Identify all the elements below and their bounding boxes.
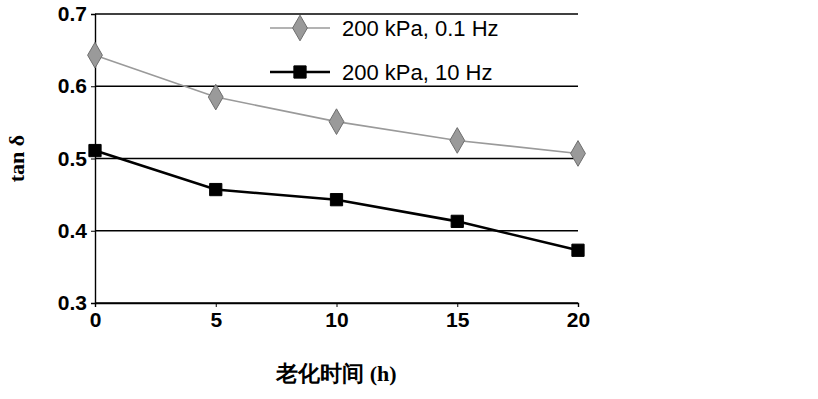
marks <box>88 42 586 256</box>
x-tick: 5 <box>210 303 222 331</box>
series-marker <box>330 194 342 206</box>
x-axis-line <box>96 304 579 308</box>
y-tick-label: 0.5 <box>58 147 88 170</box>
series-marker <box>329 109 344 135</box>
legend: 200 kPa, 0.1 Hz 200 kPa, 10 Hz <box>270 15 499 85</box>
y-tick-mark <box>91 231 95 232</box>
x-tick-mark <box>457 303 458 307</box>
series-marker <box>571 141 586 167</box>
x-tick-label: 0 <box>90 308 102 331</box>
x-tick-label: 15 <box>446 308 470 331</box>
x-tick-label: 10 <box>325 308 348 331</box>
y-tick-mark <box>91 86 95 87</box>
y-axis: 0.3 0.4 0.5 0.6 0.7 <box>58 2 96 314</box>
y-tick-mark <box>91 14 95 15</box>
x-axis-title: 老化时间 (h) <box>275 361 396 386</box>
x-tick-mark <box>216 303 217 307</box>
x-tick: 15 <box>446 303 470 331</box>
grid <box>95 14 578 303</box>
series-marker <box>572 244 584 256</box>
legend-item: 200 kPa, 0.1 Hz <box>270 15 499 41</box>
x-tick-label: 5 <box>210 308 222 331</box>
series-marker <box>89 144 101 156</box>
y-tick: 0.4 <box>58 219 95 242</box>
grid-line <box>95 13 578 14</box>
series-marker <box>88 42 103 68</box>
y-tick-label: 0.6 <box>58 74 87 97</box>
series-marker <box>451 215 463 227</box>
series-marker <box>450 128 465 154</box>
plot: 0.3 0.4 0.5 0.6 0.7 0 5 10 15 20 <box>58 2 590 331</box>
y-tick-label: 0.4 <box>58 219 88 242</box>
legend-marker <box>293 15 308 41</box>
y-tick-label: 0.7 <box>58 2 87 25</box>
legend-label: 200 kPa, 0.1 Hz <box>342 16 499 41</box>
x-tick: 20 <box>567 303 590 331</box>
x-tick-label: 20 <box>567 308 590 331</box>
y-tick-mark <box>91 303 95 304</box>
x-tick: 0 <box>90 303 102 331</box>
x-tick-mark <box>95 303 96 307</box>
series-line <box>95 55 578 153</box>
x-tick: 10 <box>325 303 348 331</box>
legend-label: 200 kPa, 10 Hz <box>342 60 492 85</box>
x-axis: 0 5 10 15 20 <box>90 303 591 331</box>
y-tick-label: 0.3 <box>58 291 87 314</box>
series-marker <box>210 183 222 195</box>
legend-item: 200 kPa, 10 Hz <box>270 60 492 85</box>
series-line <box>95 151 578 251</box>
grid-line <box>95 86 578 87</box>
series-marker <box>208 84 223 110</box>
legend-marker <box>294 66 306 78</box>
y-axis-title: tan δ <box>4 135 29 182</box>
x-tick-mark <box>337 303 338 307</box>
chart: 0.30.40.50.60.705101520200 kPa, 0.1 Hz20… <box>0 0 818 399</box>
x-tick-mark <box>578 303 579 307</box>
grid-line <box>95 230 578 231</box>
y-tick: 0.7 <box>58 2 95 25</box>
grid-line <box>95 158 578 159</box>
y-tick-mark <box>91 159 95 160</box>
y-tick: 0.6 <box>58 74 95 97</box>
